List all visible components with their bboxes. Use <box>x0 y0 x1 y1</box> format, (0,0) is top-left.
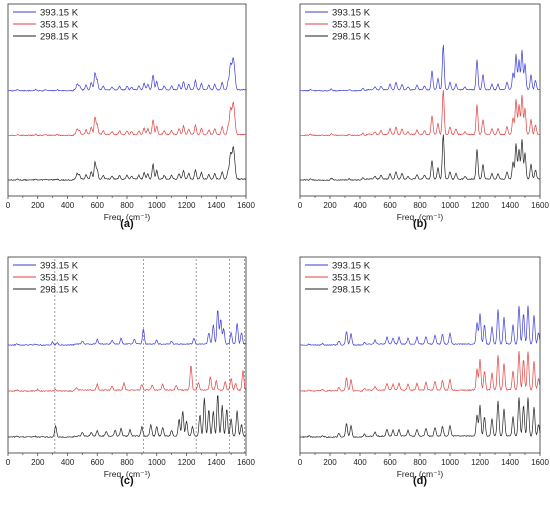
x-tick-label: 1600 <box>237 201 255 210</box>
series-line <box>300 305 541 347</box>
legend-label: 353.15 K <box>40 20 79 31</box>
x-tick-label: 1200 <box>471 201 489 210</box>
legend-label: 393.15 K <box>40 8 79 19</box>
series-line <box>300 90 541 137</box>
chart-panel-a: 0 200 400 600 800 1000 1200 1400 1600 Freq. (cm⁻¹… <box>6 3 255 230</box>
x-tick-label: 400 <box>353 458 367 467</box>
legend-label: 353.15 K <box>332 273 371 284</box>
x-tick-label: 1200 <box>178 201 196 210</box>
x-tick-label: 200 <box>323 201 337 210</box>
x-axis-title: Freq. (cm⁻¹) <box>104 212 151 222</box>
x-tick-label: 1000 <box>441 458 459 467</box>
series-line <box>8 57 247 92</box>
legend-label: 393.15 K <box>332 261 371 272</box>
chart-panel-d: 0 200 400 600 800 1000 1200 1400 1600 Freq. (cm⁻¹… <box>298 256 549 487</box>
x-tick-label: 1400 <box>207 458 225 467</box>
x-tick-label: 0 <box>298 458 303 467</box>
x-tick-label: 600 <box>383 201 397 210</box>
x-tick-label: 1400 <box>501 201 519 210</box>
panel-caption: (c) <box>120 475 134 487</box>
x-tick-label: 1600 <box>237 458 255 467</box>
x-tick-label: 1000 <box>441 201 459 210</box>
series-line <box>8 365 247 392</box>
x-tick-label: 1200 <box>471 458 489 467</box>
series-line <box>300 351 541 393</box>
x-axis-title: Freq. (cm⁻¹) <box>397 469 444 479</box>
x-tick-label: 400 <box>61 458 75 467</box>
panel-caption: (a) <box>120 218 134 230</box>
series-line <box>300 44 540 92</box>
x-tick-label: 200 <box>31 458 45 467</box>
series-line <box>8 101 246 137</box>
x-tick-label: 0 <box>6 458 11 467</box>
x-tick-label: 400 <box>61 201 75 210</box>
chart-panel-b: 0 200 400 600 800 1000 1200 1400 1600 Freq. (cm⁻¹… <box>298 3 549 230</box>
x-axis-title: Freq. (cm⁻¹) <box>104 469 151 479</box>
x-tick-label: 600 <box>91 458 105 467</box>
legend-label: 298.15 K <box>40 32 79 43</box>
x-tick-label: 600 <box>383 458 397 467</box>
panel-caption: (b) <box>413 218 427 230</box>
legend-label: 393.15 K <box>40 261 79 272</box>
legend-label: 298.15 K <box>332 32 371 43</box>
x-tick-label: 1000 <box>148 201 166 210</box>
series-line <box>8 310 247 346</box>
x-tick-label: 1000 <box>148 458 166 467</box>
series-line <box>8 395 247 438</box>
legend-label: 393.15 K <box>332 8 371 19</box>
x-tick-label: 800 <box>120 201 134 210</box>
x-tick-label: 200 <box>323 458 337 467</box>
x-tick-label: 0 <box>298 201 303 210</box>
x-tick-label: 800 <box>413 458 427 467</box>
legend-label: 353.15 K <box>40 273 79 284</box>
x-tick-label: 1400 <box>207 201 225 210</box>
panel-caption: (d) <box>413 475 427 487</box>
x-tick-label: 400 <box>353 201 367 210</box>
x-tick-label: 1400 <box>501 458 519 467</box>
x-tick-label: 600 <box>91 201 105 210</box>
x-tick-label: 200 <box>31 201 45 210</box>
legend-label: 353.15 K <box>332 20 371 31</box>
chart-panel-c: 0 200 400 600 800 1000 1200 1400 1600 Freq. (cm⁻¹… <box>6 256 255 487</box>
legend-label: 298.15 K <box>332 285 371 296</box>
x-tick-label: 1200 <box>178 458 196 467</box>
x-tick-label: 1600 <box>531 201 549 210</box>
legend-label: 298.15 K <box>40 285 79 296</box>
x-tick-label: 800 <box>120 458 134 467</box>
x-tick-label: 1600 <box>531 458 549 467</box>
x-axis-title: Freq. (cm⁻¹) <box>397 212 444 222</box>
series-line <box>8 146 247 182</box>
x-tick-label: 0 <box>6 201 11 210</box>
series-line <box>300 134 541 181</box>
x-tick-label: 800 <box>413 201 427 210</box>
series-line <box>300 397 541 439</box>
